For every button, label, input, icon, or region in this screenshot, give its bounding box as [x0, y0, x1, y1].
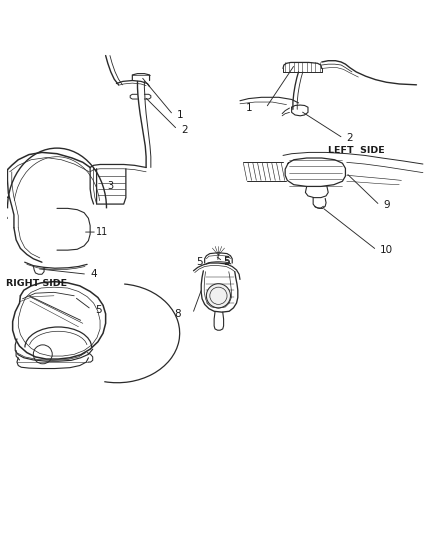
Text: 5: 5 — [95, 304, 102, 314]
Text: 2: 2 — [181, 125, 187, 135]
Text: 5: 5 — [224, 256, 230, 266]
Circle shape — [206, 284, 230, 308]
Text: 1: 1 — [246, 103, 253, 113]
Text: 11: 11 — [96, 227, 108, 237]
Text: RIGHT SIDE: RIGHT SIDE — [6, 279, 67, 288]
Text: 1: 1 — [177, 110, 183, 120]
Text: LEFT  SIDE: LEFT SIDE — [328, 146, 385, 155]
Text: 9: 9 — [383, 200, 390, 211]
Text: 3: 3 — [108, 181, 114, 191]
Text: 10: 10 — [380, 245, 393, 255]
Text: 5: 5 — [223, 257, 230, 267]
Text: 4: 4 — [91, 269, 97, 279]
Text: 2: 2 — [347, 133, 353, 143]
Text: 8: 8 — [174, 309, 180, 319]
Text: 5: 5 — [196, 257, 202, 267]
